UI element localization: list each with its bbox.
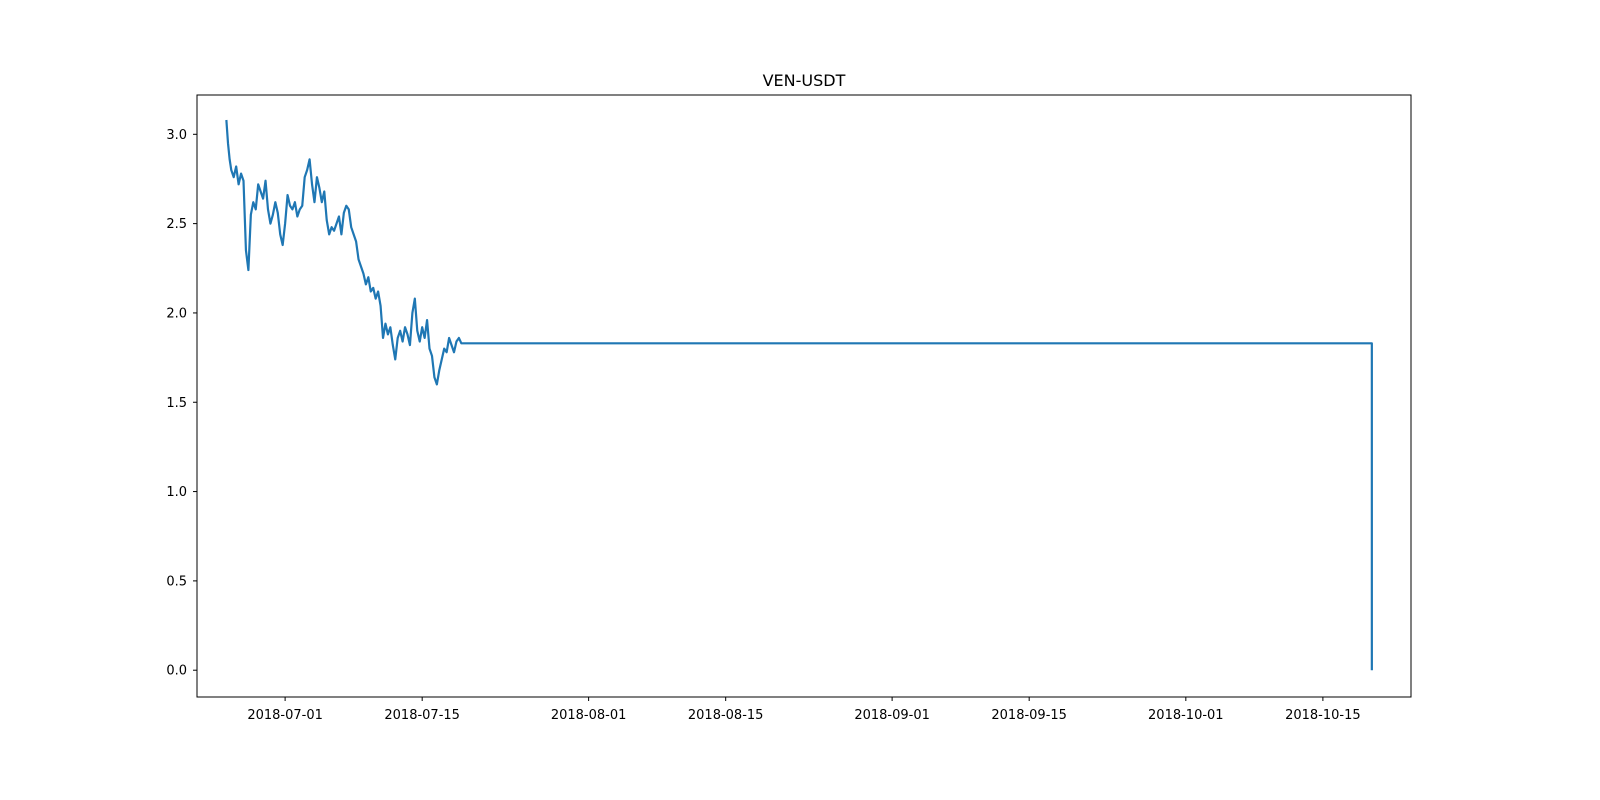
x-tick-label: 2018-10-15: [1285, 708, 1361, 723]
y-tick-label: 1.5: [166, 396, 187, 411]
x-tick-label: 2018-10-01: [1148, 708, 1224, 723]
x-axis: 2018-07-01 2018-07-15 2018-08-01 2018-08-15…: [247, 697, 1360, 723]
x-tick-label: 2018-08-01: [551, 708, 627, 723]
x-tick-label: 2018-08-15: [688, 708, 764, 723]
y-tick-label: 0.5: [166, 574, 187, 589]
x-tick-label: 2018-07-15: [384, 708, 460, 723]
plot-frame: [197, 95, 1411, 697]
chart-title: VEN-USDT: [763, 71, 846, 90]
y-tick-label: 0.0: [166, 664, 187, 679]
x-tick-label: 2018-07-01: [247, 708, 323, 723]
x-tick-label: 2018-09-01: [854, 708, 930, 723]
title-group: VEN-USDT: [763, 71, 846, 90]
series-line: [226, 120, 1371, 670]
y-tick-label: 3.0: [166, 128, 187, 143]
y-axis: 0.0 0.5 1.0 1.5 2.0 2.5 3.0: [166, 128, 197, 679]
x-tick-label: 2018-09-15: [991, 708, 1067, 723]
y-tick-label: 1.0: [166, 485, 187, 500]
y-tick-label: 2.0: [166, 306, 187, 321]
y-tick-label: 2.5: [166, 217, 187, 232]
plot-line-group: [226, 120, 1371, 670]
